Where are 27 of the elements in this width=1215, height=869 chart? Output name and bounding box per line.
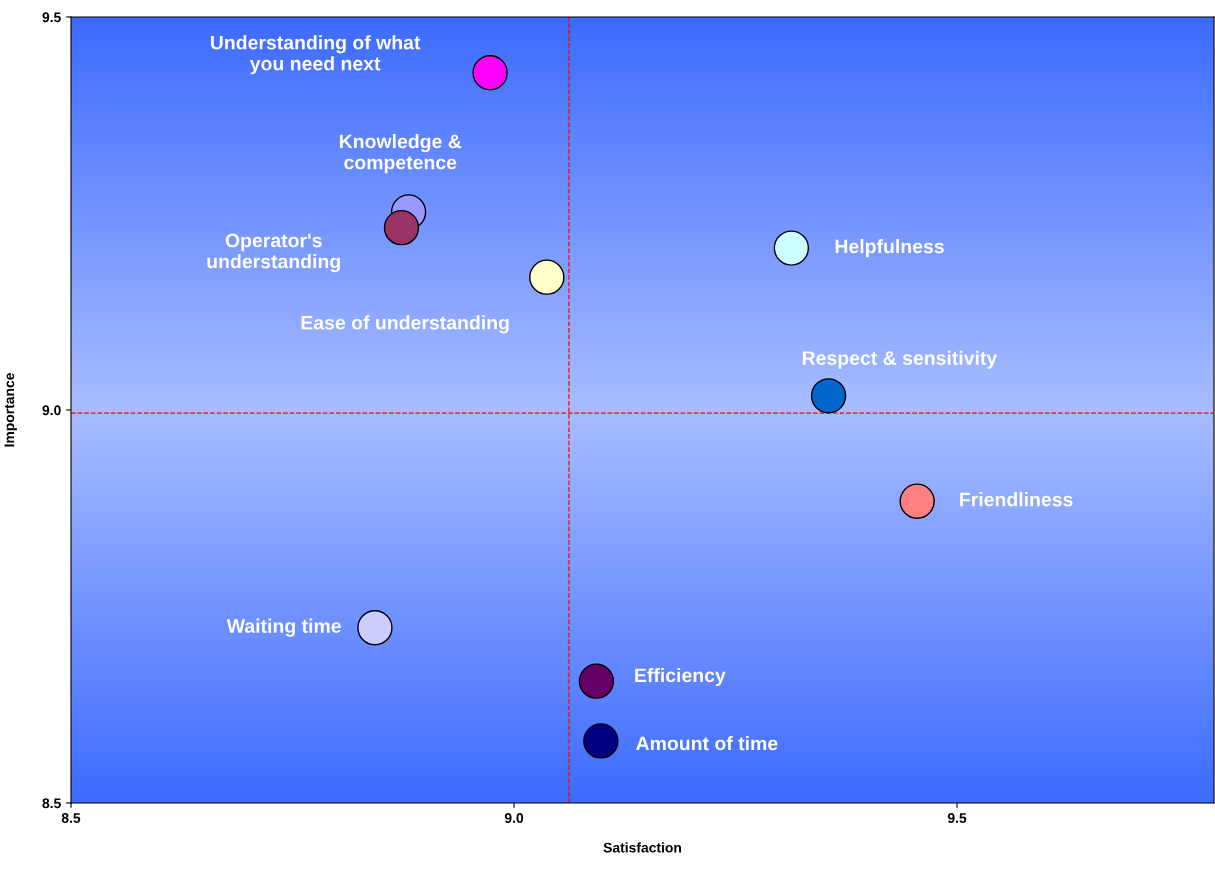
point: [899, 483, 935, 519]
x-tick-label: 9.0: [504, 813, 524, 823]
point: [578, 663, 615, 699]
series-label: Efficiency: [635, 667, 726, 687]
point: [472, 55, 508, 91]
point: [529, 259, 565, 295]
text: Knowledge & competence: [339, 134, 462, 174]
series-label: Friendliness: [960, 492, 1073, 507]
series-label: Amount of time: [636, 736, 778, 751]
series-label: Ease of understanding: [301, 315, 509, 334]
point: [383, 209, 420, 246]
y-tick-label: 9.5: [42, 12, 61, 23]
series-label: Waiting time: [226, 618, 341, 637]
text: Operator's understanding: [207, 233, 340, 273]
y-tick-label: 8.5: [42, 798, 61, 809]
text: Understanding of what you need next: [210, 35, 421, 75]
point: [773, 230, 810, 266]
series-label: Helpfulness: [835, 239, 944, 258]
series-label: Respect & sensitivity: [802, 350, 998, 369]
point: [810, 378, 847, 414]
point: [583, 723, 619, 759]
point: [357, 610, 393, 646]
y-axis-title: Importance: [4, 373, 17, 447]
x-tick-label: 9.5: [947, 813, 967, 823]
x-axis-title: Satisfaction: [603, 842, 681, 853]
y-tick-label: 9.0: [42, 405, 61, 416]
x-tick-label: 8.5: [61, 813, 81, 823]
